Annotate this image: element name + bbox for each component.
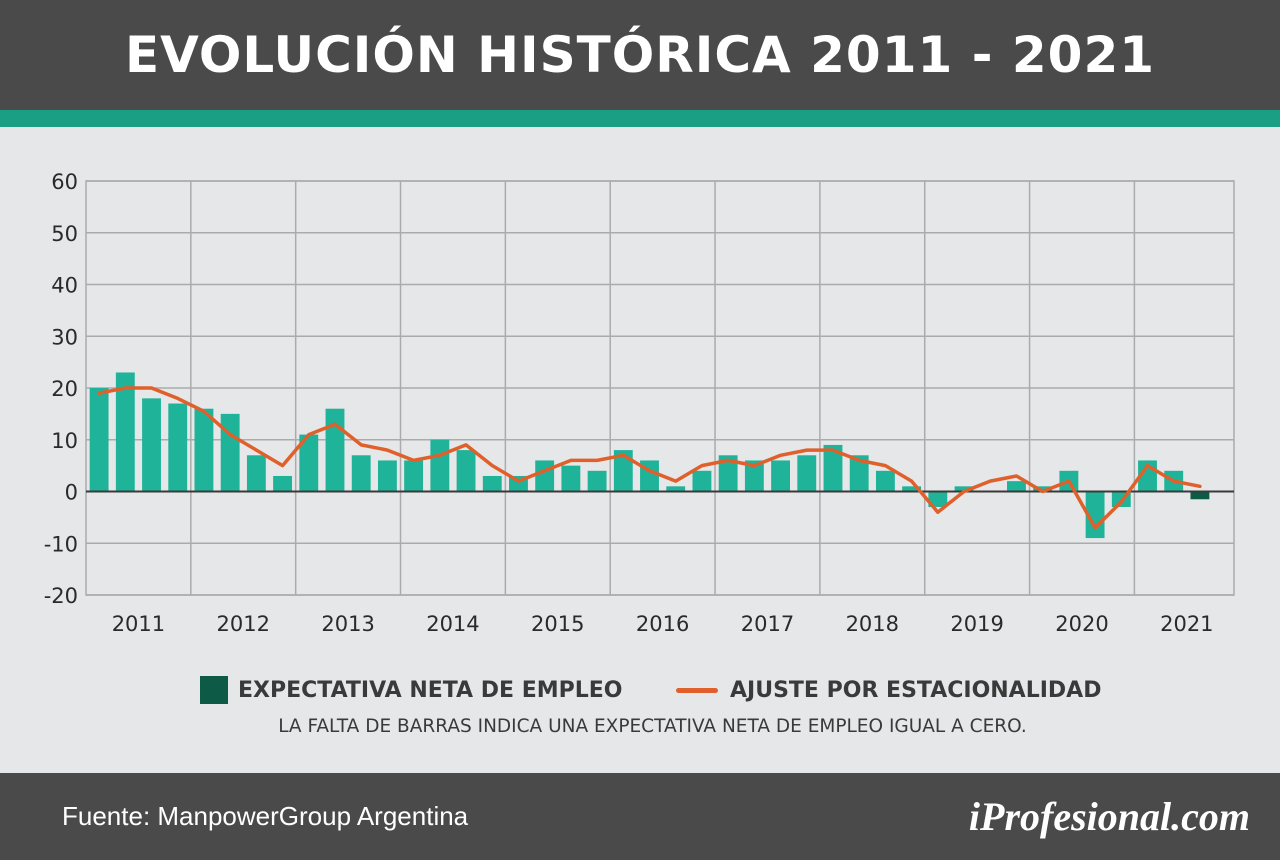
bar xyxy=(928,491,948,508)
chart-note: LA FALTA DE BARRAS INDICA UNA EXPECTATIV… xyxy=(278,716,1027,737)
legend-swatch-line xyxy=(676,687,718,693)
bar xyxy=(718,455,738,492)
y-tick-label: 10 xyxy=(51,429,78,453)
series-line-ajuste xyxy=(97,386,1202,530)
bar xyxy=(194,408,214,492)
bar xyxy=(430,439,450,492)
y-tick-label: 20 xyxy=(51,377,78,401)
bar xyxy=(666,486,686,492)
bar xyxy=(482,475,502,492)
legend-label-bars: EXPECTATIVA NETA DE EMPLEO xyxy=(238,677,623,703)
legend-item-line: AJUSTE POR ESTACIONALIDAD xyxy=(676,670,1101,710)
footer: Fuente: ManpowerGroup Argentina iProfesi… xyxy=(0,773,1280,860)
legend-label-line: AJUSTE POR ESTACIONALIDAD xyxy=(730,677,1102,703)
source-text: Fuente: ManpowerGroup Argentina xyxy=(62,801,469,831)
bar xyxy=(89,388,109,492)
bar xyxy=(1033,486,1053,492)
x-tick-label-2016: 2016 xyxy=(636,612,689,636)
bar xyxy=(561,465,581,492)
x-tick-label-2017: 2017 xyxy=(741,612,794,636)
chart-svg: 60 50 40 30 20 10 0 -10 -20 2011 2012 2013 2014 2015 2… xyxy=(44,170,1235,636)
bar xyxy=(456,450,476,492)
bar xyxy=(771,460,791,492)
bar xyxy=(613,450,633,492)
bar xyxy=(273,475,293,492)
header: EVOLUCIÓN HISTÓRICA 2011 - 2021 xyxy=(0,0,1280,110)
legend: EXPECTATIVA NETA DE EMPLEO AJUSTE POR ES… xyxy=(0,670,1280,710)
y-tick-label: -20 xyxy=(44,584,78,608)
bar xyxy=(168,403,188,492)
x-tick-label-2018: 2018 xyxy=(846,612,899,636)
bar xyxy=(692,470,712,492)
bar xyxy=(954,486,974,492)
legend-item-bars: EXPECTATIVA NETA DE EMPLEO xyxy=(200,670,622,710)
bar xyxy=(823,444,843,492)
bar xyxy=(115,372,135,492)
x-tick-label-2011: 2011 xyxy=(112,612,165,636)
bar xyxy=(587,470,607,492)
x-tick-label-2015: 2015 xyxy=(531,612,584,636)
bar xyxy=(1085,491,1105,539)
bar xyxy=(875,470,895,492)
bar xyxy=(142,398,161,492)
bar xyxy=(404,460,424,492)
bar xyxy=(744,460,764,492)
bar xyxy=(535,460,555,492)
brand-logo: iProfesional.com xyxy=(968,794,1250,839)
x-tick-label-2019: 2019 xyxy=(950,612,1003,636)
bar xyxy=(377,460,397,492)
accent-bar xyxy=(0,110,1280,127)
bar xyxy=(1190,491,1210,500)
bar xyxy=(325,408,345,492)
bar xyxy=(849,455,869,492)
bar xyxy=(1007,481,1026,492)
y-tick-label: 60 xyxy=(51,170,78,194)
bar xyxy=(797,455,817,492)
chart-area: 60 50 40 30 20 10 0 -10 -20 2011 2012 2013 2014 2015 2… xyxy=(0,127,1280,647)
y-tick-label: -10 xyxy=(44,532,78,556)
x-tick-label-2021: 2021 xyxy=(1160,612,1213,636)
page-title: EVOLUCIÓN HISTÓRICA 2011 - 2021 xyxy=(124,26,1156,84)
bar xyxy=(902,486,922,492)
x-tick-label-2014: 2014 xyxy=(426,612,479,636)
y-tick-label: 40 xyxy=(51,274,78,298)
bar xyxy=(246,455,266,492)
x-tick-label-2013: 2013 xyxy=(321,612,374,636)
bar xyxy=(351,455,371,492)
y-tick-label: 50 xyxy=(51,222,78,246)
x-tick-label-2020: 2020 xyxy=(1055,612,1108,636)
y-tick-label: 30 xyxy=(51,325,78,349)
legend-swatch-bar xyxy=(200,676,228,704)
bar xyxy=(299,434,319,492)
x-tick-label-2012: 2012 xyxy=(217,612,270,636)
bar xyxy=(220,413,240,492)
y-tick-label: 0 xyxy=(65,481,78,505)
